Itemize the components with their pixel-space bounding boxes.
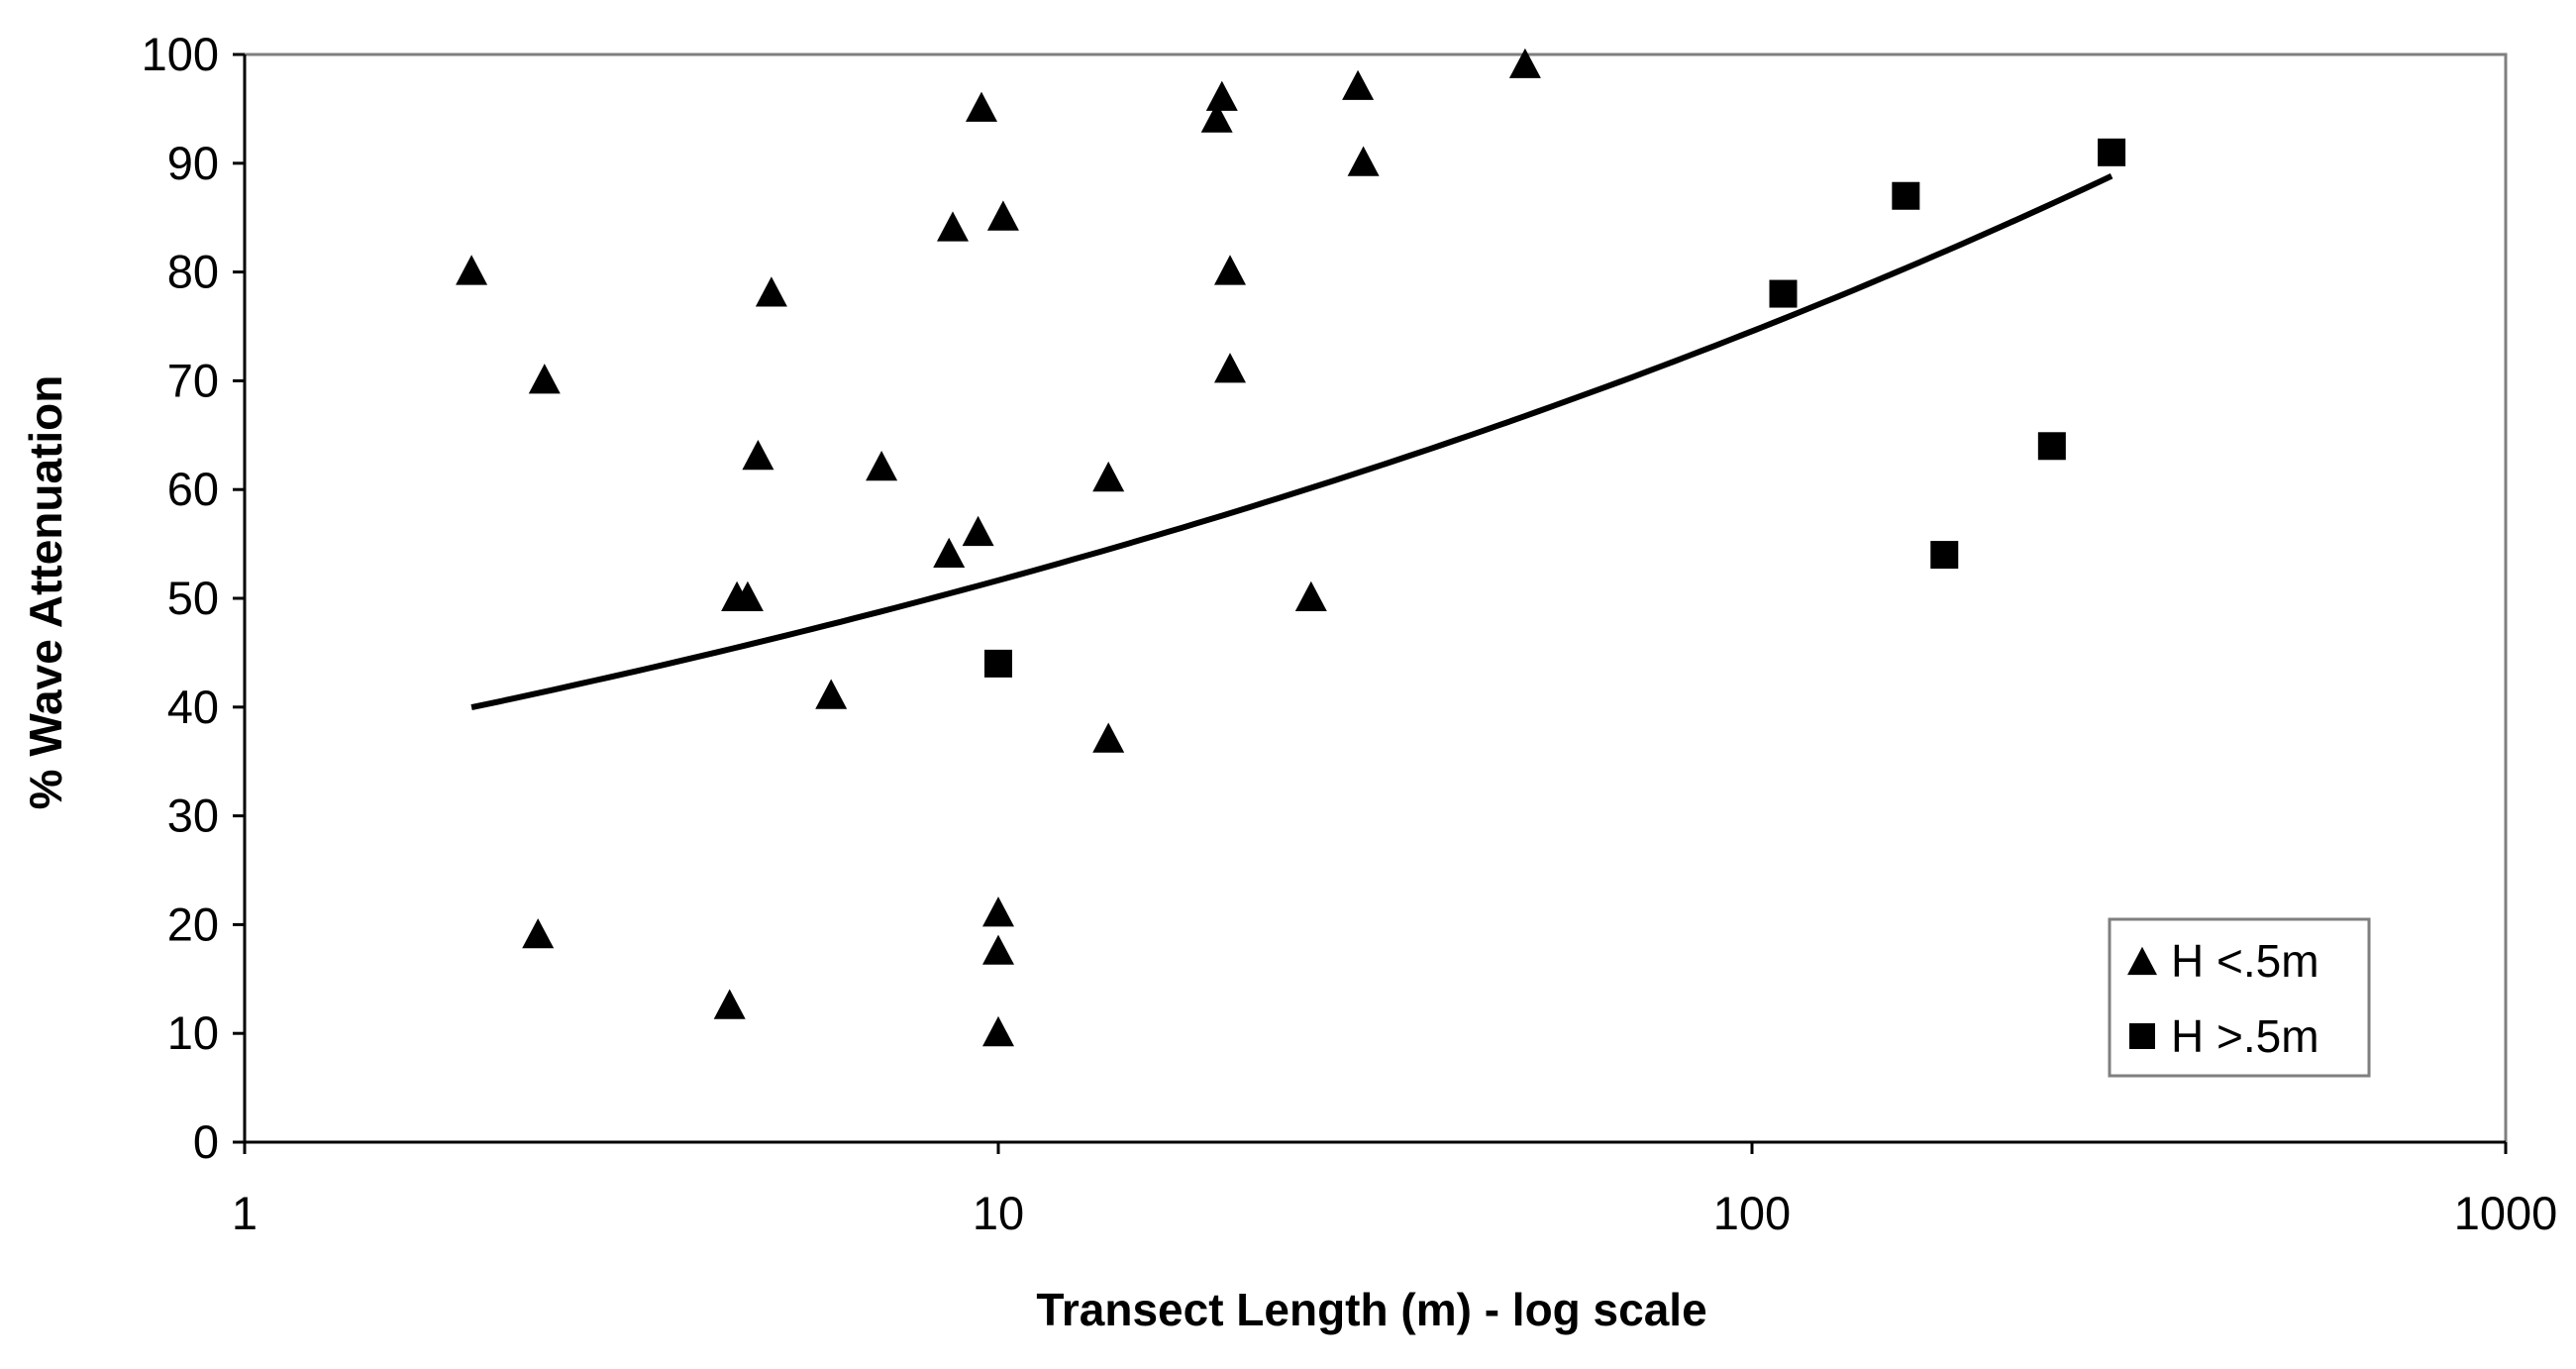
triangle-point [1508,48,1541,78]
triangle-point [713,989,746,1019]
square-point [1769,279,1798,308]
triangle-point [1200,102,1233,133]
y-axis-title: % Wave Attenuation [20,375,71,810]
x-tick-label: 1 [232,1187,258,1239]
square-point [1930,541,1959,570]
legend-triangle-icon [2127,946,2157,976]
triangle-point [815,679,848,709]
triangle-point [1347,146,1380,176]
triangle-point [528,364,561,394]
triangle-point [986,200,1019,231]
square-point [984,649,1012,678]
legend-label: H <.5m [2171,935,2319,987]
triangle-point [731,580,764,611]
triangle-point [1092,461,1125,492]
x-tick-label: 100 [1713,1187,1791,1239]
triangle-point [1205,80,1238,111]
triangle-point [982,1015,1014,1047]
triangle-point [755,276,787,307]
triangle-point [937,211,969,242]
square-point [2098,138,2126,166]
x-axis-title: Transect Length (m) - log scale [1036,1284,1706,1335]
triangle-point [966,91,997,122]
y-axis: 0 10 20 30 40 50 60 70 80 90 100 [142,28,247,1168]
legend-square-icon [2129,1023,2155,1049]
triangle-point [866,451,898,481]
triangle-point [982,934,1014,965]
data-marks [456,48,2126,1047]
triangle-point [456,255,488,285]
triangle-point [1214,255,1246,285]
legend-label: H >.5m [2171,1010,2319,1062]
y-tick-label: 100 [142,28,219,80]
triangle-point [1342,69,1375,100]
triangle-point [1214,353,1246,383]
triangle-point [1294,580,1327,611]
y-tick-label: 10 [167,1006,219,1059]
legend: H <.5m H >.5m [2108,917,2371,1078]
x-axis: 1 10 100 1000 [232,1140,2558,1239]
y-tick-label: 70 [167,354,219,406]
triangle-point [742,440,774,471]
triangle-point [522,918,555,949]
square-point [2037,432,2066,461]
y-tick-label: 20 [167,897,219,950]
x-tick-label: 1000 [2454,1187,2558,1239]
triangle-point [933,537,966,568]
y-tick-label: 80 [167,246,219,298]
y-tick-label: 90 [167,137,219,189]
trendline-group [470,172,2113,711]
trendline [470,172,2113,711]
x-tick-label: 10 [973,1187,1024,1239]
triangle-point [1092,722,1125,753]
legend-box [2108,917,2371,1078]
y-tick-label: 60 [167,463,219,515]
triangle-point [962,515,994,547]
y-tick-label: 30 [167,790,219,842]
square-point [1892,181,1920,210]
y-tick-label: 50 [167,572,219,624]
triangle-point [982,896,1014,927]
y-tick-label: 40 [167,681,219,733]
y-tick-label: 0 [193,1115,219,1168]
